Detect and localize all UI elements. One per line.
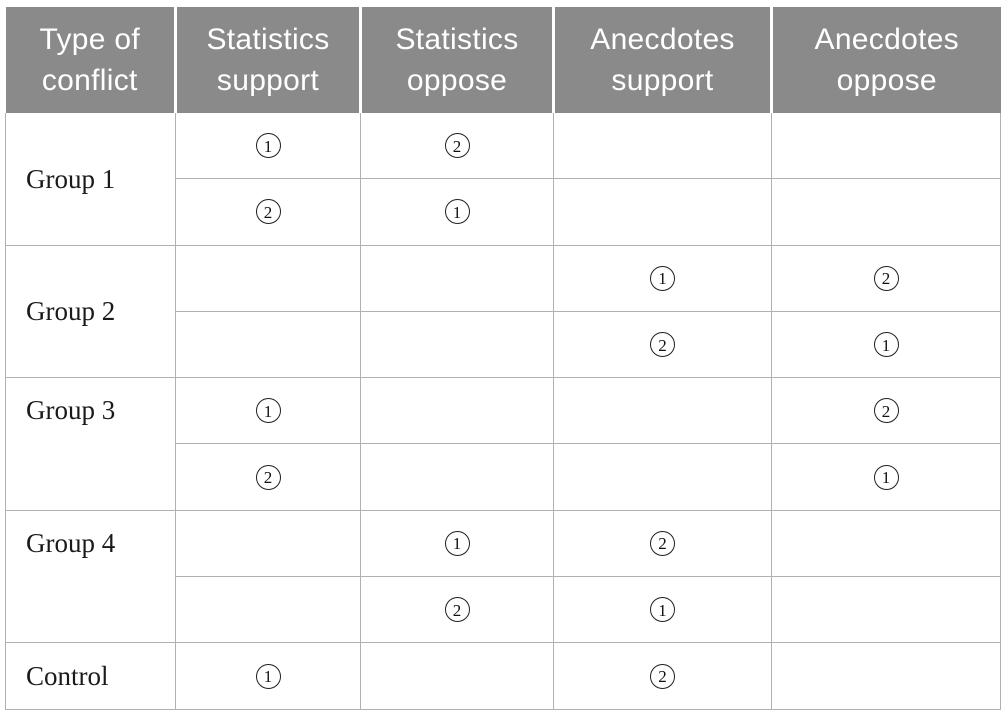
cell-stat-oppose: 1 <box>360 509 554 578</box>
cell-anec-support <box>553 178 772 246</box>
cell-stat-support: 1 <box>175 113 361 180</box>
table-row: Group 2 1 2 <box>5 244 1001 379</box>
circled-number: 1 <box>873 332 899 358</box>
group-label-group-2: Group 2 <box>5 244 176 379</box>
circled-number: 2 <box>255 199 281 225</box>
cell-stat-oppose: 1 <box>360 178 554 246</box>
conflict-design-table: Type of conflict Statistics support Stat… <box>5 7 1001 710</box>
cell-stat-oppose <box>360 310 554 379</box>
table-figure: Type of conflict Statistics support Stat… <box>5 7 1001 710</box>
circled-number: 2 <box>873 265 899 291</box>
table-row: Group 4 1 2 <box>5 509 1001 644</box>
cell-stat-support: 2 <box>175 178 361 246</box>
cell-anec-support: 2 <box>553 310 772 379</box>
circled-number: 1 <box>873 464 899 490</box>
cell-anec-support: 1 <box>553 244 772 312</box>
table-row: Group 3 1 2 <box>5 377 1001 511</box>
cell-stat-support: 2 <box>175 443 361 511</box>
header-anecdotes-oppose: Anecdotes oppose <box>770 7 1001 113</box>
cell-stat-oppose: 2 <box>360 113 554 180</box>
circled-number: 2 <box>255 464 281 490</box>
cell-anec-support: 2 <box>553 509 772 578</box>
cell-stat-oppose <box>360 377 554 445</box>
cell-anec-oppose <box>771 113 1001 180</box>
header-anecdotes-support: Anecdotes support <box>552 7 772 113</box>
cell-anec-oppose <box>771 576 1001 644</box>
header-statistics-support: Statistics support <box>174 7 361 113</box>
table-header: Type of conflict Statistics support Stat… <box>5 7 1001 113</box>
cell-anec-support <box>553 113 772 180</box>
cell-anec-oppose: 2 <box>771 377 1001 445</box>
circled-number: 1 <box>255 663 281 689</box>
circled-number: 2 <box>650 332 675 358</box>
group-label-group-3: Group 3 <box>5 377 176 511</box>
header-type-of-conflict: Type of conflict <box>5 7 176 113</box>
cell-anec-support <box>553 443 772 511</box>
cell-stat-support <box>175 244 361 312</box>
circled-number: 2 <box>873 398 899 424</box>
header-statistics-oppose: Statistics oppose <box>359 7 554 113</box>
circled-number: 2 <box>444 597 470 623</box>
cell-stat-oppose: 2 <box>360 576 554 644</box>
group-label-group-4: Group 4 <box>5 509 176 644</box>
table-row: Control 1 2 <box>5 642 1001 710</box>
cell-anec-oppose <box>771 642 1001 710</box>
circled-number: 2 <box>650 663 675 689</box>
cell-anec-oppose: 1 <box>771 310 1001 379</box>
table-row: Group 1 1 2 <box>5 113 1001 246</box>
cell-anec-support <box>553 377 772 445</box>
circled-number: 1 <box>650 597 675 623</box>
table-body: Group 1 1 2 2 1 Group 2 1 2 <box>5 113 1001 710</box>
header-row: Type of conflict Statistics support Stat… <box>5 7 1001 113</box>
table-row: 2 1 <box>6 443 1001 511</box>
cell-stat-support: 1 <box>175 642 361 710</box>
circled-number: 1 <box>255 133 281 159</box>
cell-stat-oppose <box>360 443 554 511</box>
circled-number: 1 <box>650 265 675 291</box>
cell-stat-support <box>175 310 361 379</box>
cell-stat-oppose <box>360 244 554 312</box>
circled-number: 1 <box>444 199 470 225</box>
cell-anec-support: 1 <box>553 576 772 644</box>
group-label-group-1: Group 1 <box>5 113 176 246</box>
cell-stat-support <box>175 509 361 578</box>
table-row: 2 1 <box>6 178 1001 246</box>
cell-anec-oppose <box>771 178 1001 246</box>
cell-anec-oppose: 2 <box>771 244 1001 312</box>
table-row: 2 1 <box>6 576 1001 644</box>
cell-stat-oppose <box>360 642 554 710</box>
circled-number: 2 <box>650 530 675 556</box>
circled-number: 1 <box>444 530 470 556</box>
group-label-control: Control <box>5 642 176 710</box>
cell-stat-support: 1 <box>175 377 361 445</box>
circled-number: 1 <box>255 398 281 424</box>
cell-anec-oppose <box>771 509 1001 578</box>
cell-stat-support <box>175 576 361 644</box>
cell-anec-oppose: 1 <box>771 443 1001 511</box>
cell-anec-support: 2 <box>553 642 772 710</box>
circled-number: 2 <box>444 133 470 159</box>
